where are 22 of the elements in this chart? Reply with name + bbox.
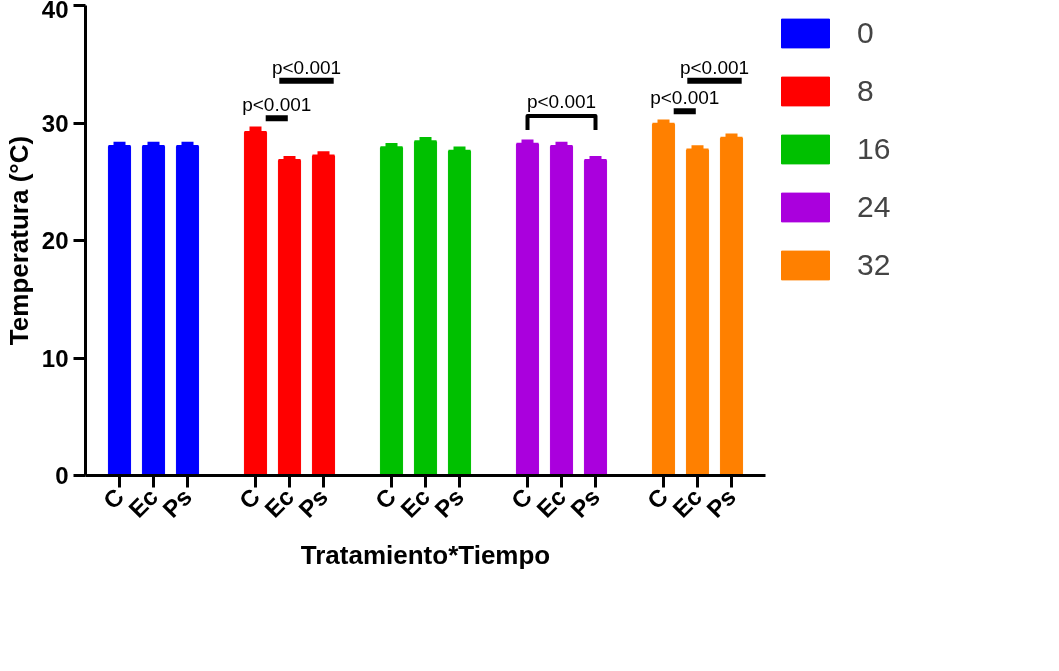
y-tick-label: 40 — [41, 0, 69, 23]
x-tick-label: Ps — [429, 482, 470, 523]
legend-label: 16 — [857, 132, 891, 166]
annotation: p<0.001 — [242, 94, 312, 116]
legend-label: 32 — [857, 248, 891, 282]
x-tick-label: Ps — [157, 482, 198, 523]
y-tick-label: 20 — [41, 227, 69, 254]
x-tick-label: Ps — [701, 482, 742, 523]
legend-label: 8 — [857, 74, 875, 108]
legend-label: 24 — [857, 190, 891, 224]
x-tick-label: Ps — [565, 482, 606, 523]
x-axis-title: Tratamiento*Tiempo — [300, 540, 551, 571]
x-tick-label: Ps — [293, 482, 334, 523]
y-tick-label: 30 — [41, 109, 69, 137]
annotation: p<0.001 — [650, 87, 720, 109]
annotation: p<0.001 — [679, 56, 750, 78]
y-axis-title: Temperatura (°C) — [3, 135, 34, 346]
annotation: p<0.001 — [526, 91, 597, 113]
legend-label: 0 — [857, 16, 875, 50]
annotation: p<0.001 — [271, 56, 342, 78]
y-tick-label: 10 — [41, 344, 69, 372]
y-tick-label: 0 — [55, 462, 69, 489]
